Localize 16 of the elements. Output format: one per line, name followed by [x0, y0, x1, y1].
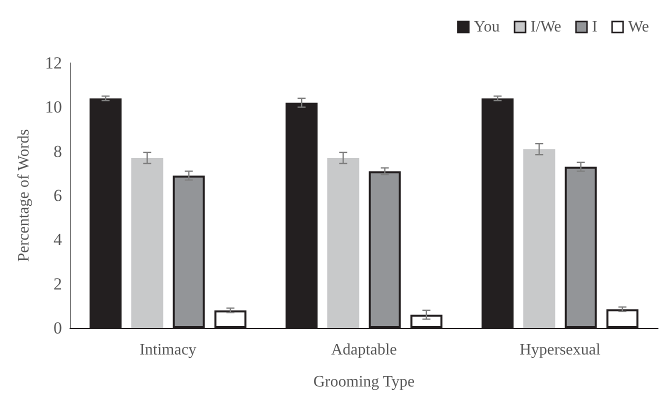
legend-label: I/We [530, 18, 562, 36]
x-axis-title: Grooming Type [313, 374, 415, 390]
x-tick-label: Intimacy [140, 342, 196, 358]
y-tick-label: 4 [54, 230, 62, 250]
y-axis-title: Percentage of Words [16, 129, 32, 262]
y-tick-label: 12 [45, 54, 62, 72]
x-tick-label: Adaptable [331, 342, 397, 358]
legend-label: I [592, 18, 598, 36]
legend-label: You [474, 18, 500, 36]
legend-label: We [628, 18, 649, 36]
y-tick-label: 8 [54, 142, 62, 161]
y-tick-label: 2 [54, 274, 62, 294]
y-tick-label: 0 [54, 318, 62, 338]
x-tick-label: Hypersexual [520, 342, 601, 358]
y-tick-label: 10 [45, 98, 62, 117]
y-tick-label: 6 [54, 186, 62, 205]
